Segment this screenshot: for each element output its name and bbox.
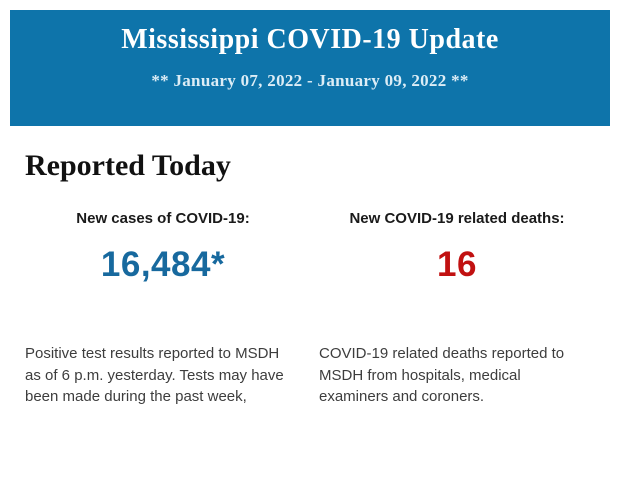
stat-new-deaths: New COVID-19 related deaths: 16 COVID-19…	[319, 210, 595, 408]
new-cases-label: New cases of COVID-19:	[76, 210, 250, 227]
stat-new-cases: New cases of COVID-19: 16,484* Positive …	[25, 210, 301, 408]
section-heading-reported-today: Reported Today	[25, 149, 231, 182]
date-range-subtitle: ** January 07, 2022 - January 09, 2022 *…	[151, 71, 469, 90]
header-banner: Mississippi COVID-19 Update ** January 0…	[10, 10, 610, 126]
new-deaths-value: 16	[437, 245, 477, 284]
page-title: Mississippi COVID-19 Update	[121, 24, 499, 55]
new-cases-description: Positive test results reported to MSDH a…	[25, 345, 284, 405]
new-deaths-label: New COVID-19 related deaths:	[349, 210, 565, 227]
page: Mississippi COVID-19 Update ** January 0…	[0, 10, 620, 408]
stats-row: New cases of COVID-19: 16,484* Positive …	[25, 210, 595, 408]
new-cases-value: 16,484*	[100, 245, 226, 284]
new-deaths-description: COVID-19 related deaths reported to MSDH…	[319, 345, 565, 405]
